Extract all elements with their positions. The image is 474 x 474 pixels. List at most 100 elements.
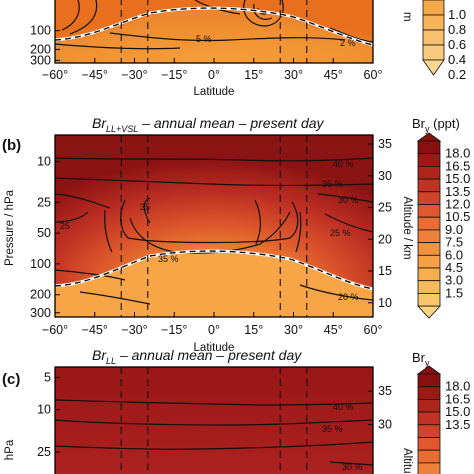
colorbar-swatch [417, 411, 441, 426]
colorbar-swatch [417, 437, 441, 451]
colorbar-swatch [417, 165, 441, 180]
x-tick-label: −60° [42, 323, 68, 337]
y-tick-label: 10 [37, 403, 51, 417]
x-tick-label: 30° [284, 68, 303, 82]
colorbar-swatch [417, 292, 441, 307]
panel-c-contour-label: 35 % [322, 424, 343, 434]
panel-c-colorbar-ticks: 18.016.515.013.5 [445, 379, 470, 432]
y2-tick-label: 15 [378, 264, 392, 278]
y-tick-label: 50 [37, 226, 51, 240]
colorbar-arrow-bottom [417, 305, 441, 319]
colorbar-tick-label: 0.8 [448, 22, 466, 37]
colorbar-tick-label: 12.0 [445, 197, 470, 212]
colorbar-swatch [417, 373, 441, 388]
colorbar-arrow-top [416, 132, 442, 142]
colorbar-swatch [417, 191, 441, 205]
x-tick-label: 15° [244, 68, 263, 82]
colorbar-tick-label: 7.5 [445, 235, 463, 250]
y-tick-label: 10 [37, 155, 51, 169]
panel-b-title: BrLL+VSL – annual mean – present day [92, 115, 325, 134]
colorbar-swatch [417, 267, 441, 282]
x-tick-label: −15° [161, 68, 187, 82]
y-tick-label: 300 [30, 306, 51, 320]
colorbar-swatch [417, 140, 441, 155]
panel-c: (c) BrLL – annual mean – present day Bry… [2, 347, 470, 474]
panel-b-y-label: Pressure / hPa [4, 189, 16, 266]
panel-c-title: BrLL – annual mean – present day [92, 347, 302, 366]
x-tick-label: 45° [324, 323, 343, 337]
colorbar-swatch [417, 153, 441, 167]
panel-b-contour-label: 35 % [158, 254, 179, 264]
colorbar-tick-label: 18.0 [445, 379, 470, 394]
x-tick-label: −60° [42, 68, 68, 82]
panel-b-colorbar [416, 132, 442, 319]
panel-b: (b) BrLL+VSL – annual mean – present day… [2, 115, 470, 354]
colorbar-tick-label: 1.0 [448, 7, 466, 22]
y-tick-label: 100 [30, 257, 51, 271]
panel-b-contour-label: 20 % [338, 292, 359, 302]
x-tick-label: 15° [244, 323, 263, 337]
panel-c-contours [54, 399, 374, 466]
y-tick-label: 25 [37, 195, 51, 209]
panel-a-contour-label: 2 % [340, 38, 356, 48]
y2-tick-label: 35 [378, 384, 392, 398]
panel-a-colorbar [422, 0, 445, 76]
colorbar-swatch [417, 386, 441, 400]
panel-c-plot-area [55, 367, 373, 474]
x-tick-label: −45° [82, 323, 108, 337]
panel-b-tropopause-dash [54, 250, 374, 290]
x-tick-label: −15° [161, 323, 187, 337]
colorbar-tick-label: 9.0 [445, 222, 463, 237]
y2-tick-label: 30 [378, 417, 392, 431]
x-tick-label: 0° [208, 68, 220, 82]
panel-c-label: (c) [2, 371, 20, 388]
panel-a-tropopause-band [55, 10, 373, 63]
colorbar-swatch [417, 424, 441, 438]
colorbar-tick-label: 15.0 [445, 404, 470, 419]
panel-b-dashed-latitudes [120, 135, 308, 317]
colorbar-swatch [417, 229, 441, 243]
y-tick-label: 5 [44, 370, 51, 384]
x-tick-label: −45° [82, 68, 108, 82]
colorbar-tick-label: 13.5 [445, 184, 470, 199]
panel-a-x-ticks: −60° −45° −30° −15° 0° 15° 30° 45° 60° [42, 58, 382, 82]
panel-b-colorbar-title: Bry (ppt) [412, 116, 460, 134]
panel-b-y2-label: Altitude / km [401, 196, 413, 259]
colorbar-swatch [417, 242, 441, 256]
panel-b-x-ticks: −60° −45° −30° −15° 0° 15° 30° 45° 60° [42, 312, 382, 337]
y2-tick-label: 25 [378, 201, 392, 215]
colorbar-tick-label: 6.0 [445, 247, 463, 262]
colorbar-swatch [417, 462, 441, 474]
colorbar-tick-label: 0.4 [448, 52, 466, 67]
panel-a-colorbar-ticks: 1.00.80.60.40.2 [448, 7, 466, 82]
panel-b-contour-label: 40 % [333, 159, 354, 169]
panel-c-y2-label: Altitu [401, 448, 413, 474]
panel-c-colorbar-title: Bry [412, 350, 430, 368]
panel-b-y2-ticks: 35 30 25 20 15 10 [368, 137, 392, 310]
x-tick-label: 45° [324, 68, 343, 82]
colorbar-tick-label: 16.5 [445, 391, 470, 406]
colorbar-swatch [417, 204, 441, 218]
panel-c-contour-label: 30 % [342, 462, 363, 472]
colorbar-swatch [417, 178, 441, 193]
colorbar-swatch [417, 449, 441, 464]
panel-a-tropopause-dash [54, 7, 374, 46]
colorbar-arrow-top [416, 365, 442, 375]
panel-b-label: (b) [2, 137, 21, 154]
panel-c-contour-label: 40 % [333, 402, 354, 412]
x-tick-label: −30° [121, 68, 147, 82]
panel-b-contour-label: 35 % [322, 179, 343, 189]
colorbar-tick-label: 1.5 [445, 285, 463, 300]
colorbar-tick-label: 10.5 [445, 209, 470, 224]
x-tick-label: 0° [208, 323, 220, 337]
y2-tick-label: 10 [378, 296, 392, 310]
y-tick-label: 300 [30, 53, 51, 67]
y-tick-label: 200 [30, 42, 51, 56]
panel-b-x-label: Latitude [194, 342, 235, 354]
panel-b-colorbar-ticks: 18.016.515.013.512.010.59.07.56.04.53.01… [445, 146, 470, 301]
colorbar-swatch [417, 254, 441, 269]
x-tick-label: 30° [284, 323, 303, 337]
